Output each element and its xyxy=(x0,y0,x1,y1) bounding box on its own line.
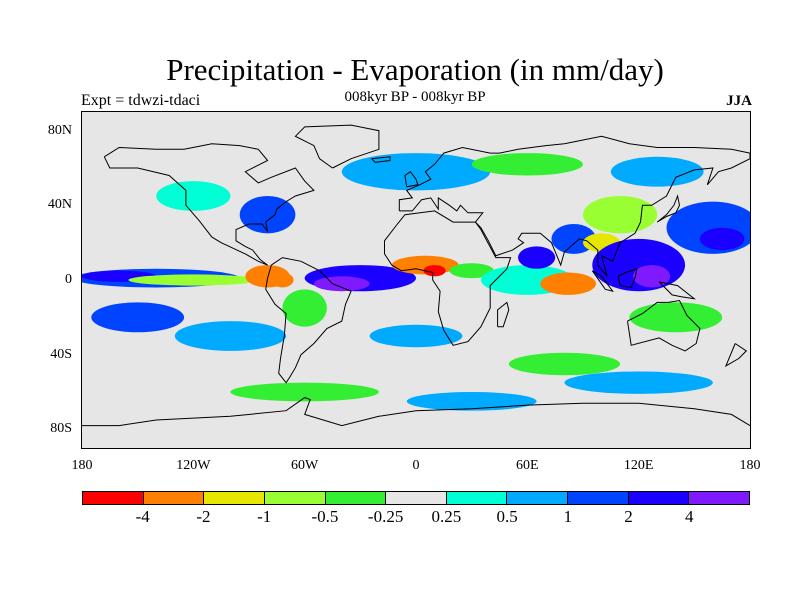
pme-region-12 xyxy=(540,272,596,295)
pme-region-28 xyxy=(508,352,621,376)
pme-region-17 xyxy=(583,196,658,234)
pme-field-layer xyxy=(82,153,750,411)
pme-region-27 xyxy=(369,324,463,348)
pme-region-29 xyxy=(564,371,713,394)
colorbar-swatch xyxy=(689,492,750,504)
pme-region-21 xyxy=(471,153,583,176)
pme-region-8 xyxy=(423,265,446,277)
season-label: JJA xyxy=(726,93,752,109)
coastline-greenland xyxy=(294,124,380,169)
colorbar-label: -4 xyxy=(135,507,150,526)
coastline-new-zealand xyxy=(724,343,748,368)
colorbar-swatch xyxy=(507,492,569,504)
colorbar-label: 0.5 xyxy=(496,507,518,526)
pme-region-2 xyxy=(128,274,259,286)
colorbar-swatch xyxy=(143,492,205,504)
pme-region-31 xyxy=(406,392,537,411)
pme-region-33 xyxy=(282,289,327,327)
y-tick-label: 0 xyxy=(65,272,72,287)
colorbar-label: 1 xyxy=(563,507,573,526)
pme-region-9 xyxy=(449,263,494,279)
x-tick-label: 60E xyxy=(516,458,539,473)
x-tick-label: 180 xyxy=(71,458,93,473)
pme-region-24 xyxy=(156,181,231,211)
pme-region-16 xyxy=(633,265,671,288)
plot-subtitle: 008kyr BP - 008kyr BP xyxy=(344,89,486,105)
y-tick-label: 40S xyxy=(50,346,72,362)
pme-region-19 xyxy=(699,227,745,251)
experiment-label: Expt = tdwzi-tdaci xyxy=(81,92,201,109)
y-tick-label: 80N xyxy=(47,122,72,138)
coastline-layer xyxy=(82,124,750,427)
colorbar-swatch xyxy=(325,492,387,504)
coastline-antarctica xyxy=(82,397,750,427)
colorbar-label: -2 xyxy=(196,507,211,526)
plot-title: Precipitation - Evaporation (in mm/day) xyxy=(166,52,664,87)
coastline-africa xyxy=(384,210,512,346)
colorbar-swatch xyxy=(264,492,326,504)
colorbar-label: -0.5 xyxy=(311,507,339,526)
coastline-japan xyxy=(656,194,681,223)
x-tick-label: 120E xyxy=(623,458,654,473)
colorbar-label: 0.25 xyxy=(431,507,462,526)
coastline-borneo xyxy=(617,268,638,289)
pme-region-30 xyxy=(230,382,379,402)
pme-region-11 xyxy=(518,246,556,269)
map-canvas xyxy=(82,124,750,427)
pme-region-22 xyxy=(610,156,704,187)
coastline-iceland xyxy=(371,156,391,163)
coastline-uk xyxy=(404,171,419,188)
y-tick-label: 80S xyxy=(50,421,72,437)
colorbar xyxy=(82,491,750,505)
coastline-australia xyxy=(627,299,701,352)
coastline-sumatra xyxy=(591,270,614,293)
map-panel xyxy=(81,111,751,449)
colorbar-swatch xyxy=(628,492,690,504)
colorbar-swatch xyxy=(386,492,447,504)
coastline-eurasia xyxy=(398,135,750,277)
coastline-north-america xyxy=(103,143,315,266)
y-tick-label: 40N xyxy=(47,197,72,213)
colorbar-swatch xyxy=(446,492,508,504)
colorbar-swatch xyxy=(204,492,265,504)
pme-region-25 xyxy=(91,302,185,333)
pme-region-26 xyxy=(174,321,287,351)
pme-region-4 xyxy=(271,272,294,288)
pme-region-32 xyxy=(629,302,723,333)
colorbar-label: -0.25 xyxy=(367,507,404,526)
x-tick-label: 0 xyxy=(412,458,420,473)
coastline-south-america xyxy=(265,257,352,384)
x-tick-label: 120W xyxy=(176,458,211,473)
x-tick-label: 180 xyxy=(739,458,761,473)
colorbar-label: 2 xyxy=(624,507,633,526)
coastline-madagascar xyxy=(497,301,510,328)
coastline-new-guinea xyxy=(658,281,697,300)
colorbar-label: -1 xyxy=(257,507,272,526)
x-tick-label: 60W xyxy=(291,458,319,473)
colorbar-swatch xyxy=(568,492,629,504)
colorbar-swatch xyxy=(83,492,144,504)
colorbar-label: 4 xyxy=(685,507,694,526)
pme-region-6 xyxy=(313,276,370,292)
